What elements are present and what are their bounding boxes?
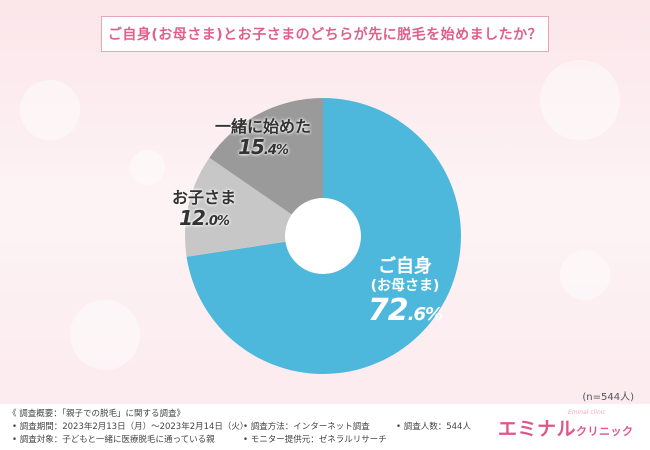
label-together: 一緒に始めた 15.4% bbox=[208, 117, 318, 160]
donut-hole bbox=[285, 198, 361, 274]
brand-logo-sub: クリニック bbox=[576, 425, 634, 438]
survey-count: • 調査人数：544人 bbox=[396, 422, 471, 432]
label-self-sub: (お母さま) bbox=[370, 277, 440, 294]
label-self: ご自身 (お母さま) 72.6% bbox=[352, 256, 458, 328]
slice-together bbox=[209, 98, 323, 236]
sample-size-note: (n=544人) bbox=[582, 392, 634, 403]
survey-target: • 調査対象：子どもと一緒に医療脱毛に通っている親 bbox=[12, 435, 215, 445]
chart-title-text: ご自身(お母さま)とお子さまのどちらが先に脱毛を始めましたか？ bbox=[107, 27, 543, 43]
survey-method: • 調査方法：インターネット調査 bbox=[243, 422, 370, 432]
brand-logo-main: エミナル bbox=[498, 418, 577, 440]
survey-footer: 《 調査概要：「親子での脱毛」に関する調査》 • 調査期間：2023年2月13日… bbox=[0, 404, 650, 450]
brand-logo-tagline: Eminal clinic bbox=[568, 409, 606, 416]
label-child-name: お子さま bbox=[171, 188, 236, 207]
survey-heading: 《 調査概要：「親子での脱毛」に関する調査》 bbox=[8, 409, 185, 419]
label-together-value: 15.4% bbox=[238, 135, 289, 160]
label-child-value: 12.0% bbox=[179, 206, 230, 231]
label-together-name: 一緒に始めた bbox=[214, 117, 311, 136]
survey-period: • 調査期間：2023年2月13日（月）～2023年2月14日（火） bbox=[12, 422, 249, 432]
chart-title: ご自身(お母さま)とお子さまのどちらが先に脱毛を始めましたか？ bbox=[101, 16, 549, 52]
label-self-name: ご自身 bbox=[378, 256, 432, 277]
label-self-value: 72.6% bbox=[367, 292, 443, 328]
label-child: お子さま 12.0% bbox=[164, 188, 244, 231]
survey-provider: • モニター提供元：ゼネラルリサーチ bbox=[243, 435, 387, 445]
brand-logo: エミナルクリニック bbox=[498, 414, 634, 441]
